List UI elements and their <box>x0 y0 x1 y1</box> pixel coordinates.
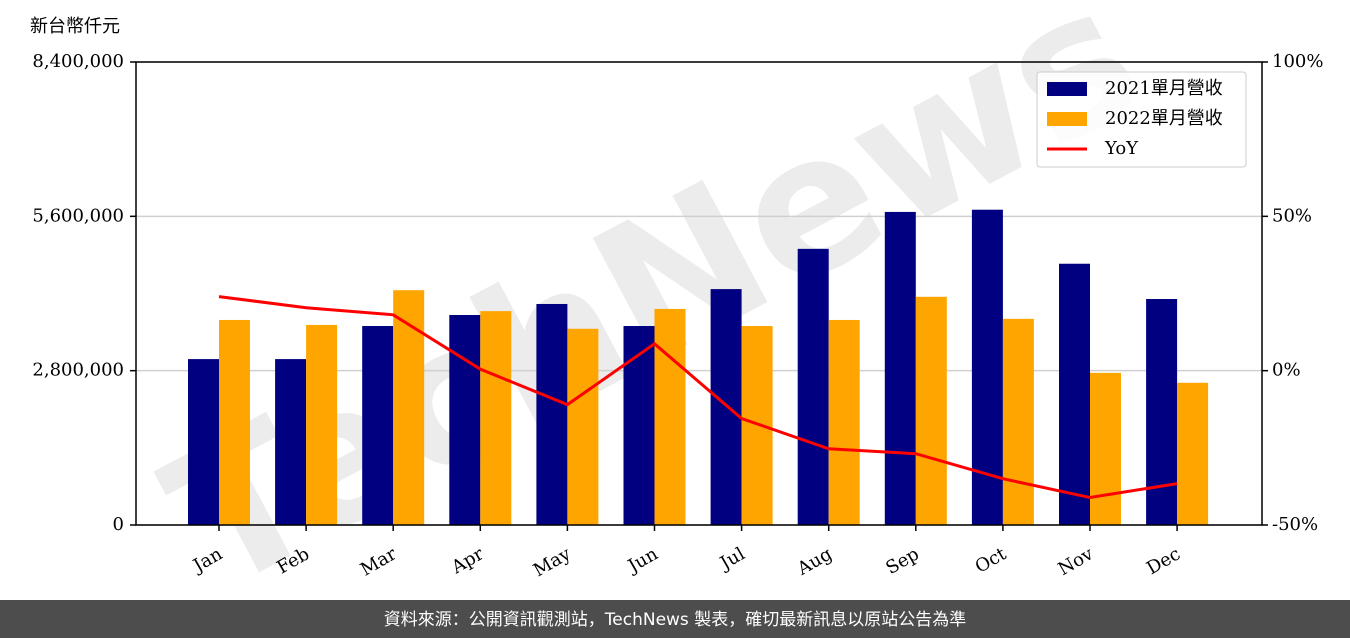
x-tick-label: Sep <box>882 543 922 578</box>
plot-frame <box>135 61 1263 526</box>
y-tick-label: 0 <box>113 514 124 535</box>
bar <box>623 326 655 525</box>
y-unit-label: 新台幣仟元 <box>30 16 120 37</box>
bar <box>188 359 219 525</box>
x-tick-label: Jul <box>715 543 749 575</box>
footer-bar <box>0 600 1350 638</box>
y-tick-label: 5,600,000 <box>32 205 124 226</box>
legend-label: 2021單月營收 <box>1105 78 1223 99</box>
legend-swatch <box>1047 112 1087 126</box>
legend-swatch <box>1047 82 1087 96</box>
x-tick-label: Apr <box>447 543 487 578</box>
bar <box>915 296 947 525</box>
bar <box>536 303 568 525</box>
bar <box>741 326 773 525</box>
y-tick-label: 8,400,000 <box>32 51 124 72</box>
x-tick-label: Dec <box>1143 543 1184 579</box>
bar <box>1002 318 1034 525</box>
watermark: TechNews <box>135 0 1173 634</box>
y-tick-label: 2,800,000 <box>32 360 124 381</box>
bar <box>306 324 338 525</box>
y2-tick-label: -50% <box>1272 514 1318 535</box>
bar <box>1090 372 1121 525</box>
bar <box>797 248 829 525</box>
bar <box>884 211 916 525</box>
bar <box>449 314 481 525</box>
bar <box>275 359 307 525</box>
x-tick-label: Jun <box>623 543 662 578</box>
x-tick-label: Oct <box>972 543 1011 578</box>
bar <box>1177 382 1209 525</box>
bar <box>480 311 512 525</box>
y2-tick-label: 100% <box>1272 51 1323 72</box>
yoy-line <box>218 295 1178 500</box>
y2-tick-label: 0% <box>1272 360 1301 381</box>
bar <box>1146 299 1178 525</box>
y2-tick-label: 50% <box>1272 205 1312 226</box>
x-tick-label: Nov <box>1055 543 1098 580</box>
x-tick-label: Aug <box>793 543 836 580</box>
bar <box>219 319 250 525</box>
bar <box>362 326 394 525</box>
x-tick-label: May <box>530 543 575 581</box>
bar <box>828 319 860 525</box>
footer-text: 資料來源：公開資訊觀測站，TechNews 製表，確切最新訊息以原站公告為準 <box>384 610 966 630</box>
bar <box>1059 263 1090 525</box>
legend-box <box>1036 71 1247 168</box>
bar <box>654 308 686 525</box>
legend-label: 2022單月營收 <box>1105 108 1223 129</box>
legend-label: YoY <box>1104 138 1139 159</box>
bar <box>567 328 599 525</box>
